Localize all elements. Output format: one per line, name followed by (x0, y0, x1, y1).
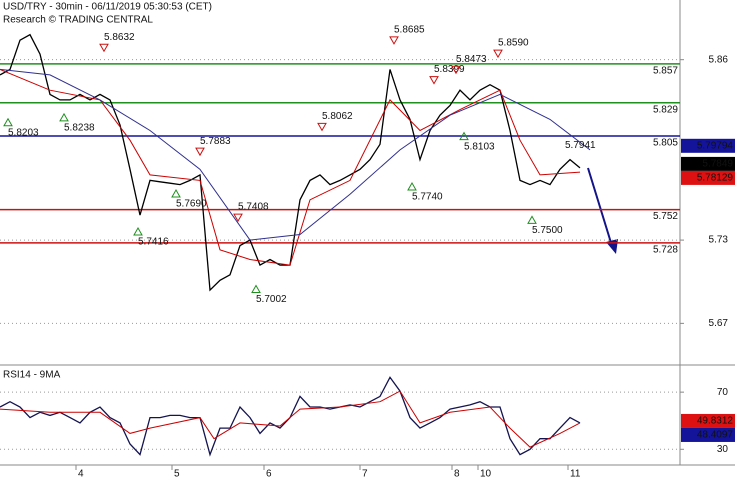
low-label: 5.8103 (464, 141, 495, 152)
low-label: 5.7002 (256, 294, 287, 305)
high-label: 5.7408 (238, 202, 269, 213)
low-marker (407, 182, 417, 191)
level-label: 5.752 (653, 211, 678, 222)
level-label: 5.805 (653, 138, 678, 149)
y-tick-label: 5.67 (709, 318, 729, 329)
series-line (0, 390, 581, 448)
high-marker (99, 43, 109, 53)
low-label: 5.7416 (138, 237, 169, 248)
y-tick-label: 5.73 (709, 235, 729, 246)
low-marker (459, 131, 469, 141)
level-label: 5.857 (653, 65, 678, 76)
rsi-title: RSI14 - 9MA (3, 370, 61, 381)
series-line (0, 68, 581, 266)
x-tick-label: 6 (266, 469, 272, 480)
chart-subtitle: Research © TRADING CENTRAL (3, 15, 153, 26)
price-tag (681, 138, 735, 153)
high-marker (493, 49, 503, 59)
high-marker (389, 36, 399, 45)
low-marker (527, 215, 537, 224)
low-marker (251, 284, 261, 293)
high-marker (317, 122, 327, 132)
low-label: 5.8203 (8, 127, 39, 138)
high-marker (233, 213, 243, 223)
high-label: 5.8590 (498, 38, 529, 49)
high-label: 5.8473 (456, 54, 487, 65)
x-tick-label: 10 (480, 469, 492, 480)
level-label: 5.829 (653, 104, 678, 115)
y-tick-label: 70 (717, 387, 729, 398)
low-label: 5.7500 (532, 225, 563, 236)
high-label: 5.8632 (104, 32, 135, 43)
high-marker (195, 147, 205, 157)
price-tag (681, 427, 735, 442)
level-note: 5.7941 (565, 140, 596, 151)
series-line (0, 68, 591, 241)
x-tick-label: 4 (78, 469, 84, 480)
low-label: 5.7690 (176, 199, 207, 210)
price-tag-label: 5.79794 (697, 140, 734, 151)
low-marker (133, 226, 143, 236)
x-tick-label: 11 (570, 469, 581, 480)
low-label: 5.8238 (64, 123, 95, 134)
price-tag-label: 48.4097 (697, 430, 734, 441)
low-marker (59, 112, 69, 122)
price-tag (681, 170, 735, 185)
high-label: 5.7883 (200, 136, 231, 147)
y-tick-label: 30 (717, 444, 729, 455)
low-marker (3, 117, 13, 127)
low-label: 5.7740 (412, 192, 443, 203)
high-label: 5.8685 (394, 25, 425, 36)
price-tag (681, 413, 735, 428)
level-label: 5.728 (653, 245, 678, 256)
x-tick-label: 5 (174, 469, 180, 480)
y-tick-label: 5.86 (709, 54, 729, 65)
price-tag-label: 5.7849 (702, 159, 733, 170)
high-label: 5.8399 (434, 64, 465, 75)
price-tag-label: 49.8312 (697, 416, 734, 427)
chart-title: USD/TRY - 30min - 06/11/2019 05:30:53 (C… (3, 2, 212, 13)
x-tick-label: 7 (362, 469, 368, 480)
x-tick-label: 8 (454, 469, 460, 480)
high-marker (429, 76, 439, 85)
price-tag (681, 156, 735, 171)
price-tag-label: 5.78129 (697, 173, 734, 184)
high-marker (451, 65, 461, 75)
low-marker (171, 188, 181, 198)
high-label: 5.8062 (322, 111, 353, 122)
